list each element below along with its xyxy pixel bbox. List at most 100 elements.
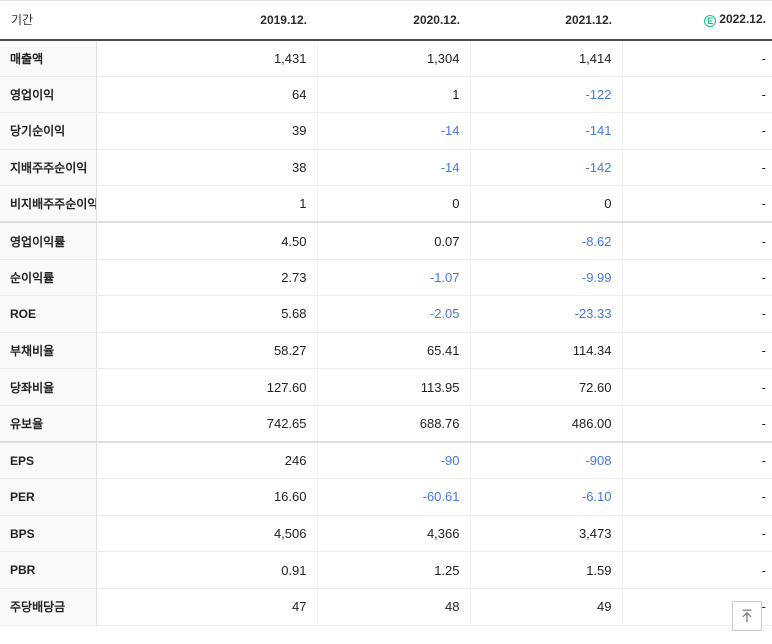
cell-value: - bbox=[622, 332, 772, 370]
row-label: 당기순이익 bbox=[0, 112, 97, 150]
row-label: 부채비율 bbox=[0, 332, 97, 370]
cell-value: -1.07 bbox=[317, 259, 471, 297]
table-body: 매출액 1,431 1,304 1,414 - 영업이익 64 1 -122 -… bbox=[0, 39, 772, 626]
cell-value: 16.60 bbox=[96, 478, 318, 516]
cell-value: -14 bbox=[317, 149, 471, 187]
cell-value: -90 bbox=[317, 442, 471, 480]
table-row: PBR 0.91 1.25 1.59 - bbox=[0, 551, 772, 589]
cell-value: 1 bbox=[96, 185, 318, 224]
cell-value: 58.27 bbox=[96, 332, 318, 370]
cell-value: -142 bbox=[470, 149, 623, 187]
scroll-to-top-button[interactable] bbox=[732, 601, 762, 631]
column-header-2020: 2020.12. bbox=[317, 0, 470, 41]
cell-value: 1 bbox=[317, 76, 471, 114]
cell-value: 47 bbox=[96, 588, 318, 626]
column-header-2022-estimate: E 2022.12. bbox=[622, 0, 772, 41]
cell-value: -14 bbox=[317, 112, 471, 150]
cell-value: 1.25 bbox=[317, 551, 471, 589]
cell-value: -23.33 bbox=[470, 295, 623, 333]
cell-value: -2.05 bbox=[317, 295, 471, 333]
cell-value: 742.65 bbox=[96, 405, 318, 444]
row-label: 비지배주주순이익 bbox=[0, 185, 97, 224]
row-label: 당좌비율 bbox=[0, 368, 97, 406]
cell-value: 4,506 bbox=[96, 515, 318, 553]
cell-value: - bbox=[622, 259, 772, 297]
table-row: 당좌비율 127.60 113.95 72.60 - bbox=[0, 368, 772, 406]
cell-value: 113.95 bbox=[317, 368, 471, 406]
cell-value: 0 bbox=[470, 185, 623, 224]
row-label: EPS bbox=[0, 442, 97, 480]
table-row: ROE 5.68 -2.05 -23.33 - bbox=[0, 295, 772, 333]
table-row: 매출액 1,431 1,304 1,414 - bbox=[0, 39, 772, 77]
cell-value: - bbox=[622, 478, 772, 516]
cell-value: 246 bbox=[96, 442, 318, 480]
cell-value: -8.62 bbox=[470, 222, 623, 260]
cell-value: - bbox=[622, 515, 772, 553]
table-row: 순이익률 2.73 -1.07 -9.99 - bbox=[0, 259, 772, 297]
row-label: PBR bbox=[0, 551, 97, 589]
cell-value: 48 bbox=[317, 588, 471, 626]
cell-value: -6.10 bbox=[470, 478, 623, 516]
cell-value: - bbox=[622, 149, 772, 187]
row-label: BPS bbox=[0, 515, 97, 553]
cell-value: 1,304 bbox=[317, 39, 471, 77]
row-label: 지배주주순이익 bbox=[0, 149, 97, 187]
row-label: 매출액 bbox=[0, 39, 97, 77]
table-row: 영업이익률 4.50 0.07 -8.62 - bbox=[0, 222, 772, 260]
cell-value: 0 bbox=[317, 185, 471, 224]
cell-value: - bbox=[622, 39, 772, 77]
cell-value: -908 bbox=[470, 442, 623, 480]
cell-value: 2.73 bbox=[96, 259, 318, 297]
cell-value: 0.91 bbox=[96, 551, 318, 589]
row-label: 영업이익률 bbox=[0, 222, 97, 260]
table-row: EPS 246 -90 -908 - bbox=[0, 442, 772, 480]
table-row: PER 16.60 -60.61 -6.10 - bbox=[0, 478, 772, 516]
cell-value: 1.59 bbox=[470, 551, 623, 589]
cell-value: 127.60 bbox=[96, 368, 318, 406]
cell-value: -9.99 bbox=[470, 259, 623, 297]
row-label: 유보율 bbox=[0, 405, 97, 444]
estimate-icon: E bbox=[704, 15, 717, 28]
table-row: 당기순이익 39 -14 -141 - bbox=[0, 112, 772, 150]
financial-summary-table: 기간 2019.12. 2020.12. 2021.12. E 2022.12. … bbox=[0, 0, 772, 626]
cell-value: - bbox=[622, 185, 772, 224]
cell-value: 65.41 bbox=[317, 332, 471, 370]
row-label: PER bbox=[0, 478, 97, 516]
cell-value: 64 bbox=[96, 76, 318, 114]
row-label: ROE bbox=[0, 295, 97, 333]
cell-value: 3,473 bbox=[470, 515, 623, 553]
table-row: 지배주주순이익 38 -14 -142 - bbox=[0, 149, 772, 187]
table-header: 기간 2019.12. 2020.12. 2021.12. E 2022.12. bbox=[0, 0, 772, 41]
cell-value: 49 bbox=[470, 588, 623, 626]
column-header-2022-label: 2022.12. bbox=[719, 12, 766, 27]
cell-value: -60.61 bbox=[317, 478, 471, 516]
scroll-top-icon bbox=[742, 609, 752, 622]
table-row: 부채비율 58.27 65.41 114.34 - bbox=[0, 332, 772, 370]
cell-value: - bbox=[622, 368, 772, 406]
period-header: 기간 bbox=[0, 0, 96, 41]
cell-value: 0.07 bbox=[317, 222, 471, 260]
row-label: 순이익률 bbox=[0, 259, 97, 297]
table-row: 주당배당금 47 48 49 - bbox=[0, 588, 772, 626]
cell-value: - bbox=[622, 76, 772, 114]
cell-value: 4,366 bbox=[317, 515, 471, 553]
cell-value: 72.60 bbox=[470, 368, 623, 406]
cell-value: 4.50 bbox=[96, 222, 318, 260]
cell-value: 1,431 bbox=[96, 39, 318, 77]
row-label: 영업이익 bbox=[0, 76, 97, 114]
header-row: 기간 2019.12. 2020.12. 2021.12. E 2022.12. bbox=[0, 0, 772, 41]
cell-value: -141 bbox=[470, 112, 623, 150]
row-label: 주당배당금 bbox=[0, 588, 97, 626]
cell-value: -122 bbox=[470, 76, 623, 114]
cell-value: - bbox=[622, 295, 772, 333]
cell-value: 5.68 bbox=[96, 295, 318, 333]
table-row: 영업이익 64 1 -122 - bbox=[0, 76, 772, 114]
cell-value: - bbox=[622, 222, 772, 260]
cell-value: 688.76 bbox=[317, 405, 471, 444]
cell-value: 38 bbox=[96, 149, 318, 187]
column-header-2019: 2019.12. bbox=[96, 0, 317, 41]
cell-value: - bbox=[622, 112, 772, 150]
table-row: BPS 4,506 4,366 3,473 - bbox=[0, 515, 772, 553]
cell-value: - bbox=[622, 405, 772, 444]
cell-value: 39 bbox=[96, 112, 318, 150]
